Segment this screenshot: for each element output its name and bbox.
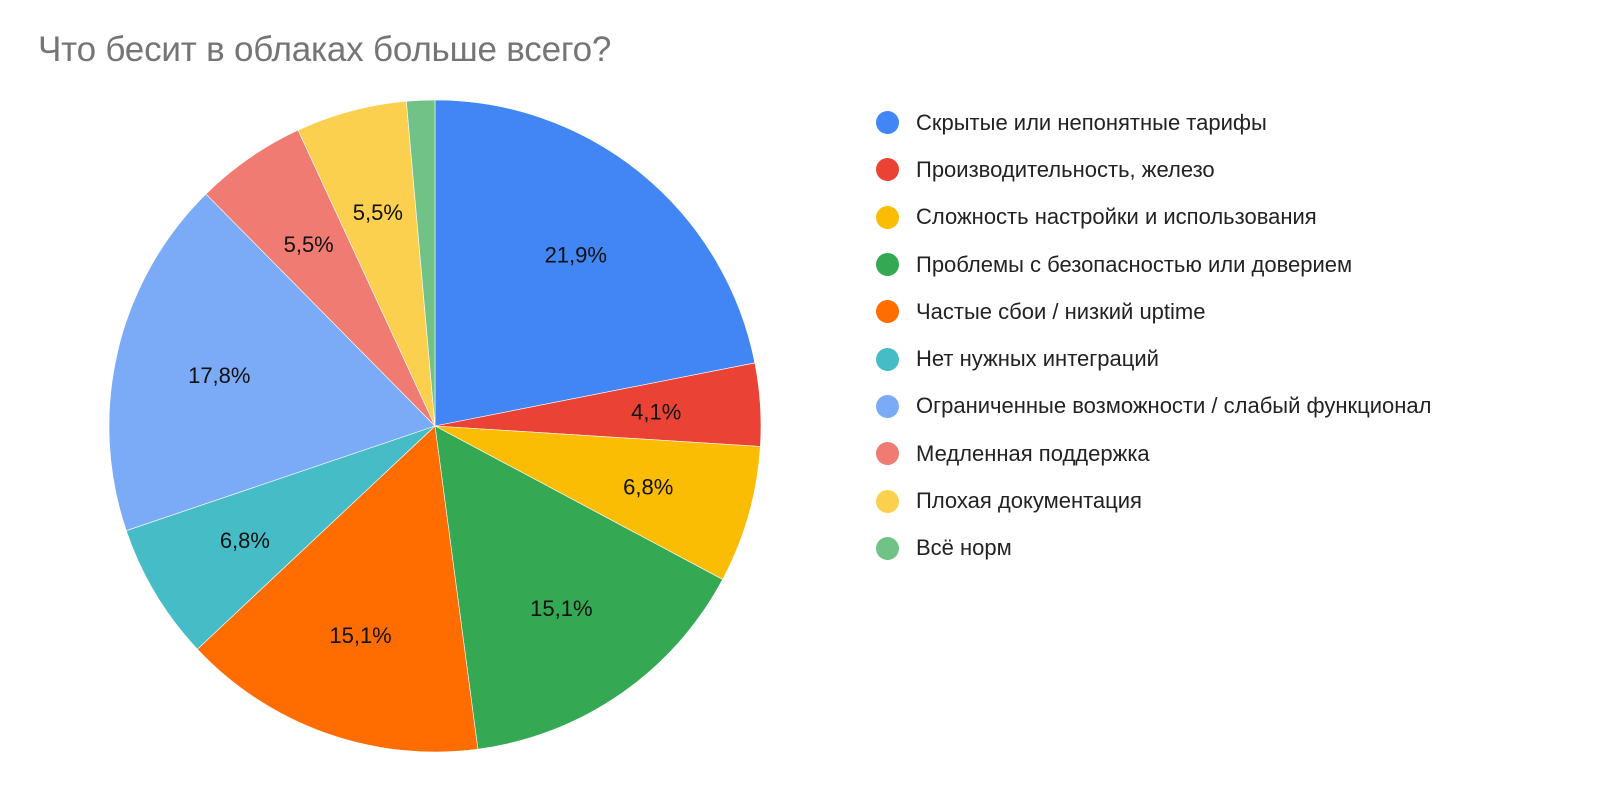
pie-slice[interactable] xyxy=(434,425,761,580)
legend-label: Ограниченные возможности / слабый функци… xyxy=(916,393,1432,419)
pie-slice[interactable] xyxy=(108,193,436,532)
pie-slice[interactable] xyxy=(434,99,756,427)
legend-label: Проблемы с безопасностью или доверием xyxy=(916,251,1353,277)
legend-item[interactable]: Ограниченные возможности / слабый функци… xyxy=(876,383,1432,430)
slice-percent-label: 6,8% xyxy=(623,475,673,500)
chart-title: Что бесит в облаках больше всего? xyxy=(38,30,612,69)
legend-label: Частые сбои / низкий uptime xyxy=(916,298,1206,324)
pie-slice[interactable] xyxy=(434,425,724,750)
legend-dot-icon xyxy=(876,253,899,277)
legend-item[interactable]: Скрытые или непонятные тарифы xyxy=(876,99,1432,146)
legend-item[interactable]: Нет нужных интеграций xyxy=(876,335,1432,382)
legend-dot-icon xyxy=(876,394,899,418)
chart-legend: Скрытые или непонятные тарифы Производит… xyxy=(876,99,1432,572)
legend-item[interactable]: Сложность настройки и использования xyxy=(876,194,1432,241)
legend-item[interactable]: Частые сбои / низкий uptime xyxy=(876,288,1432,335)
legend-dot-icon xyxy=(876,300,899,324)
legend-dot-icon xyxy=(876,442,899,466)
pie-slice[interactable] xyxy=(125,425,436,650)
legend-label: Производительность, железо xyxy=(916,156,1215,182)
slice-percent-label: 5,5% xyxy=(353,200,403,225)
pie-slice[interactable] xyxy=(196,425,479,753)
slice-percent-label: 6,8% xyxy=(220,528,270,553)
slice-percent-label: 15,1% xyxy=(530,596,592,621)
legend-dot-icon xyxy=(876,158,899,182)
legend-label: Всё норм xyxy=(916,535,1012,561)
legend-dot-icon xyxy=(876,536,899,560)
legend-dot-icon xyxy=(876,347,899,371)
legend-dot-icon xyxy=(876,205,899,229)
pie-chart: 21,9% 4,1% 6,8% 15,1% 15,1% 6,8% 17,8% 5,5% 5,5% xyxy=(108,99,762,753)
slice-percent-label: 4,1% xyxy=(631,399,681,424)
legend-item[interactable]: Всё норм xyxy=(876,525,1432,572)
legend-label: Скрытые или непонятные тарифы xyxy=(916,109,1267,135)
slice-percent-label: 15,1% xyxy=(329,623,391,648)
legend-dot-icon xyxy=(876,489,899,513)
legend-item[interactable]: Плохая документация xyxy=(876,477,1432,524)
slice-percent-label: 17,8% xyxy=(188,363,250,388)
legend-label: Нет нужных интеграций xyxy=(916,346,1159,372)
legend-item[interactable]: Проблемы с безопасностью или доверием xyxy=(876,241,1432,288)
legend-item[interactable]: Производительность, железо xyxy=(876,146,1432,193)
pie-slice[interactable] xyxy=(406,99,436,427)
pie-labels: 21,9% 4,1% 6,8% 15,1% 15,1% 6,8% 17,8% 5,5% 5,5% xyxy=(188,200,681,648)
pie-chart-svg: 21,9% 4,1% 6,8% 15,1% 15,1% 6,8% 17,8% 5,5% 5,5% xyxy=(108,99,762,753)
legend-dot-icon xyxy=(876,111,899,135)
slice-percent-label: 21,9% xyxy=(545,243,607,268)
pie-slices xyxy=(108,99,762,753)
legend-label: Сложность настройки и использования xyxy=(916,204,1317,230)
legend-item[interactable]: Медленная поддержка xyxy=(876,430,1432,477)
legend-label: Медленная поддержка xyxy=(916,440,1150,466)
legend-label: Плохая документация xyxy=(916,488,1142,514)
slice-percent-label: 5,5% xyxy=(284,232,334,257)
